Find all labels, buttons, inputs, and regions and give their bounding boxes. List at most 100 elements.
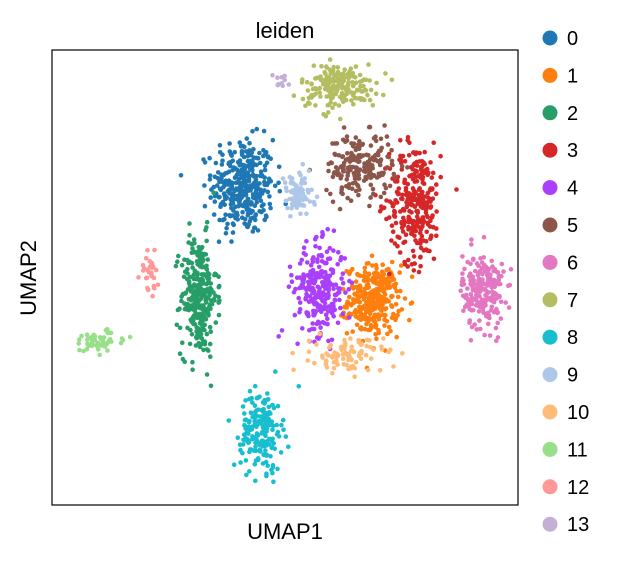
point xyxy=(232,175,238,181)
point xyxy=(399,307,405,312)
point xyxy=(331,365,337,371)
point xyxy=(465,286,470,291)
point xyxy=(230,221,236,226)
point xyxy=(289,272,294,278)
point xyxy=(350,164,356,170)
point xyxy=(213,320,219,325)
point xyxy=(332,101,338,107)
point xyxy=(231,462,237,468)
point xyxy=(189,332,195,337)
point xyxy=(344,302,350,308)
point xyxy=(309,95,314,100)
point xyxy=(267,194,272,199)
point xyxy=(254,126,260,132)
point xyxy=(317,320,322,326)
point xyxy=(250,172,256,177)
legend-label: 1 xyxy=(567,65,578,87)
point xyxy=(330,267,336,273)
point xyxy=(101,340,106,346)
point xyxy=(262,423,268,429)
point xyxy=(429,175,435,180)
point xyxy=(242,417,248,423)
point xyxy=(84,332,90,338)
point xyxy=(198,335,203,340)
point xyxy=(294,275,300,281)
point xyxy=(398,263,404,268)
point xyxy=(282,77,288,83)
point xyxy=(153,267,159,273)
point xyxy=(373,138,379,144)
point xyxy=(324,187,329,193)
point xyxy=(413,174,419,180)
point xyxy=(392,285,398,290)
point xyxy=(385,142,391,147)
point xyxy=(229,205,234,211)
point xyxy=(332,73,337,79)
point xyxy=(351,101,356,107)
point xyxy=(374,336,379,342)
point xyxy=(397,270,403,275)
point xyxy=(143,255,149,261)
point xyxy=(485,295,491,301)
point xyxy=(204,238,209,244)
point xyxy=(326,353,331,358)
point xyxy=(252,461,258,467)
point xyxy=(403,185,409,191)
points-layer xyxy=(76,57,514,485)
point xyxy=(356,172,362,178)
point xyxy=(243,458,249,463)
point xyxy=(390,162,395,168)
point xyxy=(202,183,207,188)
point xyxy=(187,341,193,347)
point xyxy=(147,264,153,270)
point xyxy=(250,168,255,173)
point xyxy=(192,282,197,287)
point xyxy=(77,347,82,353)
point xyxy=(257,209,262,214)
point xyxy=(214,183,220,188)
point xyxy=(272,183,278,189)
point xyxy=(406,194,412,200)
point xyxy=(308,262,314,268)
point xyxy=(484,288,489,294)
point xyxy=(242,216,248,222)
point xyxy=(338,164,344,170)
point xyxy=(492,279,498,284)
point xyxy=(199,264,205,270)
point xyxy=(356,192,361,198)
point xyxy=(364,152,369,158)
point xyxy=(226,169,232,174)
point xyxy=(399,225,405,230)
legend-item-7: 7 xyxy=(542,290,578,312)
point xyxy=(262,175,268,180)
point xyxy=(357,187,362,192)
legend-label: 9 xyxy=(567,365,578,387)
point xyxy=(389,259,395,265)
point xyxy=(331,286,336,292)
legend-label: 13 xyxy=(567,514,589,536)
point xyxy=(226,160,232,166)
legend-item-5: 5 xyxy=(542,215,578,237)
point xyxy=(328,100,334,105)
legend-label: 7 xyxy=(567,290,578,312)
point xyxy=(323,312,329,318)
point xyxy=(179,298,184,304)
point xyxy=(275,466,280,472)
legend-label: 8 xyxy=(567,327,578,349)
point xyxy=(362,265,368,271)
point xyxy=(419,189,425,195)
point xyxy=(325,278,330,283)
legend-label: 0 xyxy=(567,28,578,50)
point xyxy=(227,149,233,154)
point xyxy=(216,274,221,280)
point xyxy=(217,150,223,155)
point xyxy=(363,292,368,298)
point xyxy=(428,234,434,239)
point xyxy=(77,337,82,342)
point xyxy=(341,125,347,130)
point xyxy=(430,170,436,176)
point xyxy=(345,195,351,201)
point xyxy=(392,241,398,246)
